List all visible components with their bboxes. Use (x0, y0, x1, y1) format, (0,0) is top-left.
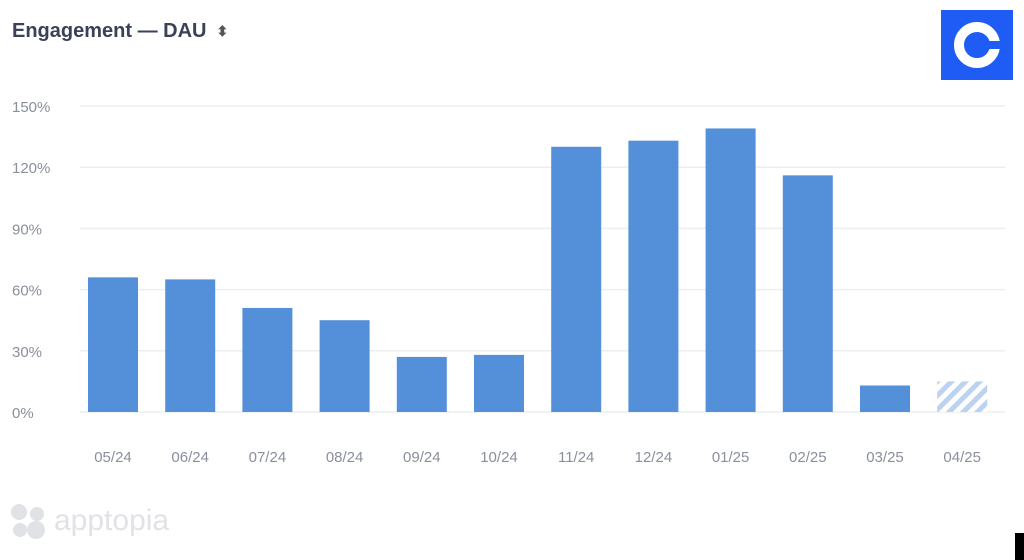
y-tick-label: 150% (12, 99, 50, 116)
bar[interactable] (628, 140, 679, 412)
chart-title-text: Engagement — DAU (12, 20, 207, 42)
x-tick-label: 08/24 (326, 449, 364, 466)
x-tick-label: 07/24 (249, 449, 287, 466)
y-tick-label: 0% (12, 405, 34, 422)
bar[interactable] (705, 128, 756, 412)
bar[interactable] (88, 277, 138, 412)
bar-projected[interactable] (937, 381, 988, 412)
bar[interactable] (242, 307, 293, 412)
apptopia-watermark: apptopia (10, 503, 169, 539)
x-tick-label: 12/24 (635, 449, 673, 466)
y-tick-label: 90% (12, 221, 42, 238)
chart-title: Engagement — DAU ⬍ (12, 20, 228, 43)
watermark-text: apptopia (54, 504, 170, 537)
x-tick-label: 11/24 (558, 449, 594, 466)
x-tick-label: 06/24 (171, 449, 209, 466)
coinbase-logo (941, 10, 1013, 80)
bar[interactable] (396, 356, 447, 412)
y-tick-label: 120% (12, 160, 50, 177)
x-tick-label: 05/24 (94, 449, 132, 466)
bar[interactable] (782, 175, 833, 412)
bar[interactable] (165, 279, 216, 412)
y-tick-label: 30% (12, 344, 42, 361)
x-tick-label: 01/25 (712, 449, 750, 466)
bar-chart: 0% 30% 60% 90% 120% 150% 05/24 06/24 07/24 08/24 0… (12, 99, 1005, 466)
apptopia-logo-icon (11, 504, 45, 539)
edge-artifact (1015, 533, 1024, 560)
y-tick-label: 60% (12, 283, 42, 300)
x-tick-label: 02/25 (789, 449, 827, 466)
x-tick-label: 10/24 (480, 449, 518, 466)
bar[interactable] (860, 385, 910, 412)
bar[interactable] (319, 320, 370, 412)
bar[interactable] (551, 146, 602, 413)
x-tick-label: 09/24 (403, 449, 441, 466)
bar[interactable] (474, 354, 524, 412)
sort-updown-icon[interactable]: ⬍ (216, 23, 229, 39)
x-tick-label: 03/25 (866, 449, 904, 466)
x-tick-label: 04/25 (943, 449, 981, 466)
